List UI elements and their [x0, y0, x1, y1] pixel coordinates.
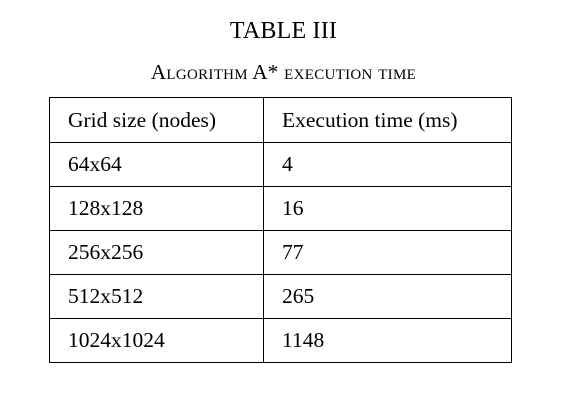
header-execution-time: Execution time (ms) [263, 97, 512, 143]
cell-execution-time: 4 [263, 142, 512, 187]
table-row: 64x64 4 [49, 142, 512, 187]
cell-execution-time: 1148 [263, 318, 512, 363]
cell-grid-size: 256x256 [49, 230, 264, 275]
table-row: 256x256 77 [49, 230, 512, 275]
table-header-row: Grid size (nodes) Execution time (ms) [49, 97, 512, 143]
header-grid-size: Grid size (nodes) [49, 97, 264, 143]
table-row: 1024x1024 1148 [49, 318, 512, 363]
cell-execution-time: 265 [263, 274, 512, 319]
cell-grid-size: 512x512 [49, 274, 264, 319]
cell-grid-size: 64x64 [49, 142, 264, 187]
cell-execution-time: 77 [263, 230, 512, 275]
table-row: 512x512 265 [49, 274, 512, 319]
cell-grid-size: 128x128 [49, 186, 264, 231]
cell-grid-size: 1024x1024 [49, 318, 264, 363]
data-table: Grid size (nodes) Execution time (ms) 64… [49, 97, 512, 363]
cell-execution-time: 16 [263, 186, 512, 231]
table-number: TABLE III [229, 18, 338, 44]
table-caption: Algorithm A* execution time [150, 60, 417, 84]
table-row: 128x128 16 [49, 186, 512, 231]
